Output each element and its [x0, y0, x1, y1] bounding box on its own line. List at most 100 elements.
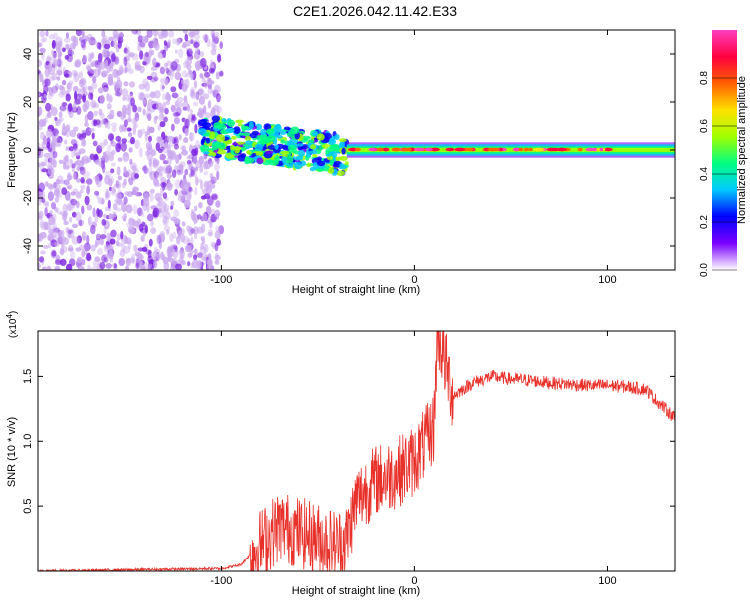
spectrogram-cell [207, 160, 215, 165]
spectrogram-cell [42, 265, 47, 270]
spectrogram-cell [197, 214, 202, 220]
spectrogram-cell [107, 199, 111, 209]
spectrogram-cell [179, 249, 185, 259]
spectrogram-cell [123, 166, 127, 174]
spectrogram-cell [51, 85, 58, 94]
spectrogram-cell [181, 260, 186, 266]
spectrogram-cell [68, 47, 73, 57]
spectrogram-cell [128, 68, 134, 75]
spectrogram-cell [88, 128, 95, 132]
spectrogram-cell [137, 129, 143, 139]
spectrogram-cell [157, 200, 162, 206]
spectrogram-cell [81, 231, 87, 241]
spectrogram-cell [175, 106, 182, 117]
spectrogram-cell [166, 70, 172, 76]
spectrogram-cell [179, 164, 184, 171]
spectrogram-cell [47, 191, 55, 202]
spectrogram-cell [210, 176, 217, 184]
spectrogram-cell [142, 53, 149, 63]
spectrogram-cell [94, 256, 100, 262]
spectrogram-cell [175, 263, 183, 270]
spectrogram-cell [101, 70, 108, 78]
spectrogram-cell [147, 113, 152, 121]
spectrogram-cell [163, 40, 167, 46]
spectrogram-cell [110, 53, 116, 62]
spectrogram-cell [120, 110, 126, 116]
spectrogram-cell [174, 189, 179, 196]
spectrogram-cell [137, 106, 142, 113]
spectrogram-cell [186, 49, 190, 57]
spectrogram-cell [98, 142, 105, 150]
spectrogram-cell [214, 254, 221, 261]
spectrogram-cell [39, 219, 45, 229]
spectrogram-cell [163, 204, 170, 214]
spectrogram-cell [91, 82, 98, 90]
spectrogram-cell [121, 88, 129, 97]
spectrogram-cell [84, 122, 89, 127]
spectrogram-cell [38, 59, 43, 67]
spectrogram-cell [177, 97, 184, 103]
spectrogram-cell [78, 79, 85, 88]
spectrogram-cell [86, 185, 90, 195]
spectrogram-cell [339, 163, 345, 169]
spectrogram-cell [101, 218, 107, 226]
spectrogram-cell [207, 150, 214, 156]
spectrogram-cell [52, 52, 58, 59]
spectrogram-cell [50, 202, 57, 210]
spectrogram-cell [123, 56, 128, 67]
spectrogram-cell [47, 165, 53, 176]
spectrogram-cell [242, 125, 250, 130]
spectrogram-cell [145, 55, 151, 63]
spectrogram-cell [116, 70, 123, 75]
spectrogram-cell [170, 104, 176, 113]
spectrogram-cell [60, 247, 65, 256]
spectrogram-cell [89, 153, 95, 160]
spectrogram-cell [167, 94, 171, 102]
spectrogram-cell [54, 232, 60, 242]
snr-y-tick-label: 1.5 [22, 369, 34, 384]
spectrogram-cell [111, 81, 118, 86]
spectrogram-cell [88, 92, 93, 100]
spectrogram-cell [120, 142, 128, 152]
spectrogram-cell [76, 151, 82, 156]
spectrogram-cell [528, 147, 533, 152]
spectrogram-cell [186, 57, 193, 65]
spectrogram-cell [80, 177, 85, 184]
spectrogram-cell [559, 147, 565, 152]
spectrogram-cell [55, 43, 61, 53]
spectrogram-cell [177, 38, 182, 45]
spectrogram-cell [121, 215, 127, 220]
spectrogram-cell [42, 244, 50, 249]
spectrogram-cell [240, 153, 247, 159]
spectrogram-cell [424, 147, 433, 152]
spectrogram-cell [215, 71, 220, 80]
spectrogram-cell [143, 164, 148, 175]
spectrogram-cell [178, 134, 182, 141]
spectrogram-cell [124, 68, 128, 74]
spectrogram-cell [207, 231, 213, 237]
spectrogram-cell [71, 163, 76, 169]
snr-axes: -100 0 100 0.5 1.0 1.5 [22, 331, 675, 587]
spectrogram-cell [173, 209, 180, 218]
snr-frame [37, 330, 676, 572]
spectrogram-cell [152, 209, 158, 218]
spectrogram-cell [164, 78, 169, 86]
spectrogram-cell [354, 147, 361, 152]
spectrogram-cell [103, 151, 107, 160]
spectrogram-cell [120, 230, 124, 240]
spectrogram-cell [546, 147, 554, 152]
spectrogram-cell [100, 234, 107, 240]
spectrogram-cell [203, 105, 207, 115]
spectrogram-cell [208, 67, 215, 74]
spectrogram-cell [209, 172, 214, 180]
spectrogram-cell [202, 33, 209, 42]
spectrogram-cell [309, 150, 318, 155]
spectrogram-cell [114, 91, 121, 97]
spectrogram-cell [312, 162, 319, 170]
spectrogram-cell [168, 252, 174, 258]
spectrogram-x-tick-label: 0 [411, 274, 417, 286]
spectrogram-cell [110, 122, 118, 127]
spectrogram-cell [189, 236, 194, 246]
spectrogram-cell [50, 183, 58, 189]
